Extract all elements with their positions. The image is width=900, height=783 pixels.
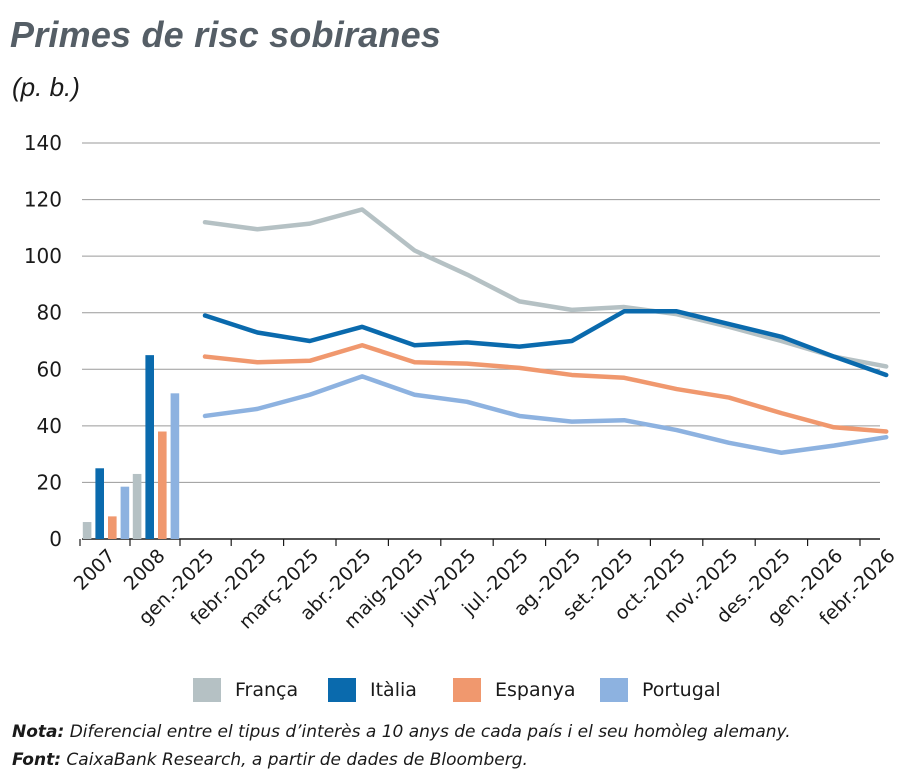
series-line	[202, 207, 889, 369]
source-label: Font:	[12, 750, 61, 770]
bar	[145, 355, 154, 539]
legend-swatch-portugal	[600, 678, 628, 702]
bar	[120, 486, 130, 539]
y-tick-label: 140	[24, 131, 62, 155]
series-line	[202, 342, 889, 434]
y-tick-label: 0	[49, 527, 62, 551]
legend-label-portugal: Portugal	[642, 679, 721, 701]
y-tick-label: 20	[37, 470, 62, 494]
y-tick-label: 60	[37, 357, 62, 381]
legend-swatch-italia	[328, 678, 356, 702]
bar	[170, 393, 180, 539]
bar	[108, 516, 117, 539]
legend-swatch-franca	[193, 678, 221, 702]
legend-item-franca: França	[193, 676, 298, 704]
series-line	[202, 309, 889, 378]
source-text: CaixaBank Research, a partir de dades de…	[61, 750, 528, 770]
note-label: Nota:	[12, 722, 65, 742]
chart-legend: França Itàlia Espanya Portugal	[0, 676, 900, 706]
y-tick-label: 120	[24, 188, 62, 212]
series-line	[202, 374, 889, 455]
chart-subtitle: (p. b.)	[12, 72, 80, 102]
source-line: Font: CaixaBank Research, a partir de da…	[12, 750, 528, 770]
legend-label-franca: França	[235, 679, 299, 701]
legend-item-espanya: Espanya	[453, 676, 576, 704]
note-line: Nota: Diferencial entre el tipus d’inter…	[12, 722, 791, 742]
bar	[82, 522, 92, 539]
chart-title: Primes de risc sobiranes	[10, 14, 442, 55]
legend-label-espanya: Espanya	[495, 679, 576, 701]
legend-label-italia: Itàlia	[370, 679, 417, 701]
bar	[132, 473, 142, 539]
bar	[158, 431, 167, 539]
y-tick-label: 80	[37, 301, 62, 325]
legend-swatch-espanya	[453, 678, 481, 702]
y-tick-label: 40	[37, 414, 62, 438]
legend-item-italia: Itàlia	[328, 676, 417, 704]
bar	[95, 468, 104, 539]
x-tick-label: 2007	[70, 545, 120, 595]
note-text: Diferencial entre el tipus d’interès a 1…	[64, 722, 791, 742]
y-tick-label: 100	[24, 244, 62, 268]
legend-item-portugal: Portugal	[600, 676, 721, 704]
